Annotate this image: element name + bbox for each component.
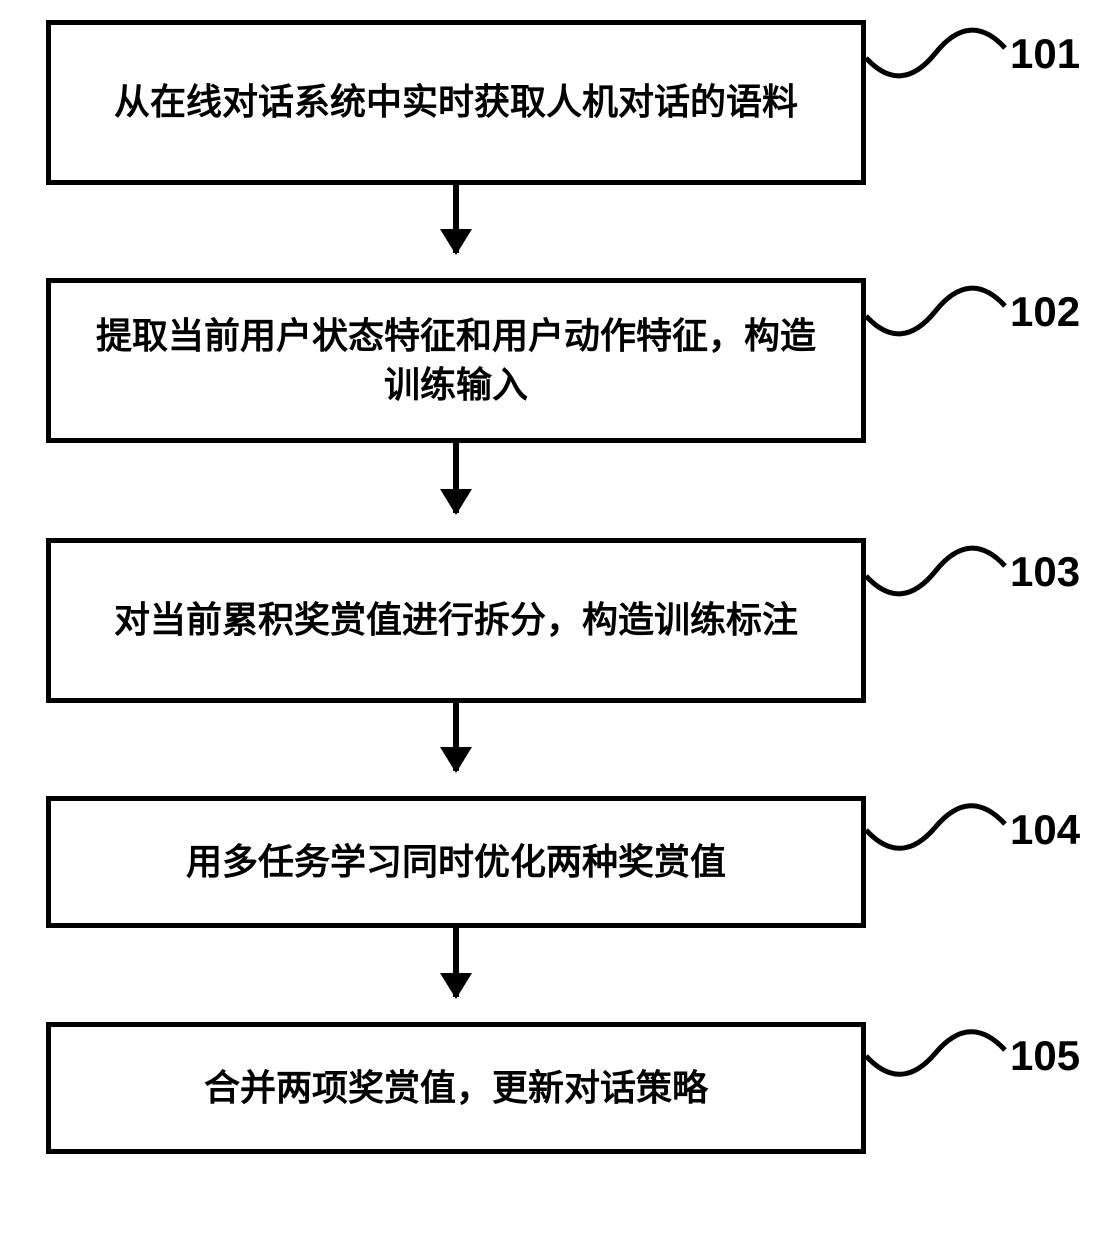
node-text: 用多任务学习同时优化两种奖赏值 — [186, 838, 726, 887]
node-text: 提取当前用户状态特征和用户动作特征，构造训练输入 — [81, 312, 831, 409]
node-label-103: 103 — [1010, 548, 1080, 596]
flowchart-node-101: 从在线对话系统中实时获取人机对话的语料 — [46, 20, 866, 185]
node-label-105: 105 — [1010, 1032, 1080, 1080]
flowchart-container: 从在线对话系统中实时获取人机对话的语料 101 提取当前用户状态特征和用户动作特征，… — [0, 0, 1116, 1254]
connector-5 — [866, 1010, 1015, 1096]
connector-2 — [866, 266, 1015, 356]
flowchart-node-102: 提取当前用户状态特征和用户动作特征，构造训练输入 — [46, 278, 866, 443]
connector-3 — [866, 526, 1015, 616]
flowchart-arrow-2 — [453, 443, 459, 513]
node-text: 从在线对话系统中实时获取人机对话的语料 — [114, 78, 798, 127]
node-label-102: 102 — [1010, 288, 1080, 336]
connector-1 — [866, 8, 1015, 98]
node-label-104: 104 — [1010, 806, 1080, 854]
node-text: 对当前累积奖赏值进行拆分，构造训练标注 — [114, 596, 798, 645]
node-text: 合并两项奖赏值，更新对话策略 — [204, 1064, 708, 1113]
node-label-101: 101 — [1010, 30, 1080, 78]
flowchart-node-104: 用多任务学习同时优化两种奖赏值 — [46, 796, 866, 928]
connector-4 — [866, 784, 1015, 870]
flowchart-arrow-3 — [453, 703, 459, 771]
flowchart-arrow-1 — [453, 185, 459, 253]
flowchart-node-103: 对当前累积奖赏值进行拆分，构造训练标注 — [46, 538, 866, 703]
flowchart-node-105: 合并两项奖赏值，更新对话策略 — [46, 1022, 866, 1154]
flowchart-arrow-4 — [453, 928, 459, 997]
